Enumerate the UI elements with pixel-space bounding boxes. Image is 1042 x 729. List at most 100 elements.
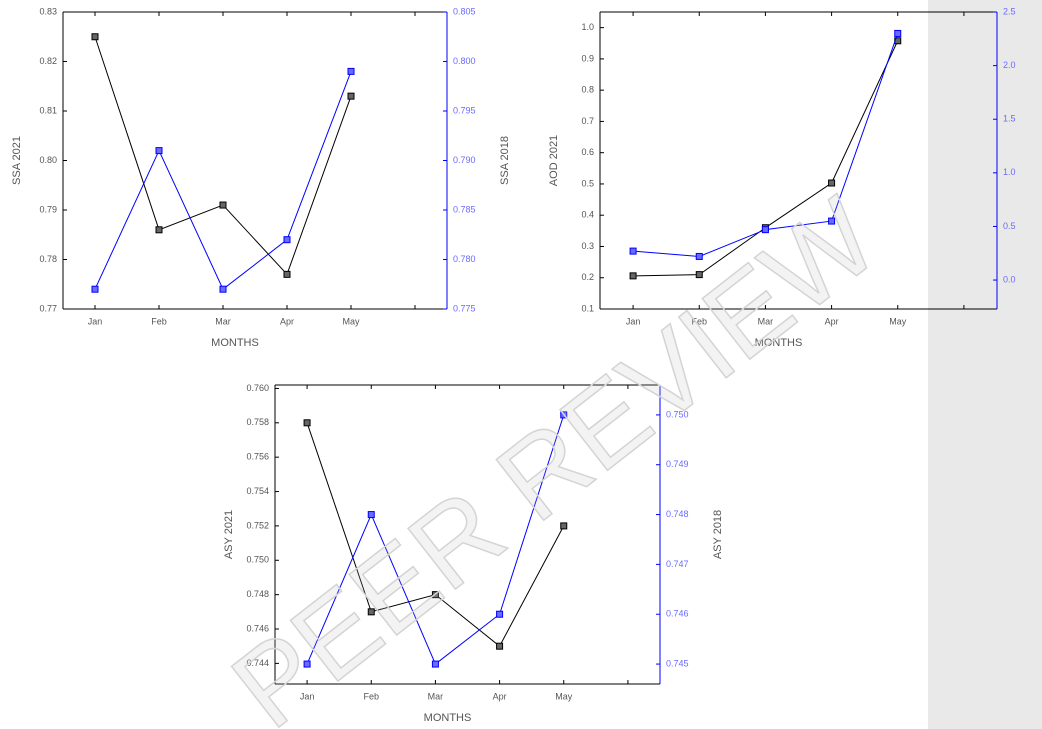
y-tick-label: 0.754 <box>246 486 269 496</box>
marker <box>283 270 291 278</box>
y-tick-label: 0.752 <box>246 520 269 530</box>
y-tick-label: 0.4 <box>581 210 594 220</box>
marker <box>894 29 902 37</box>
y2-tick-label: 0.748 <box>666 509 689 519</box>
watermark: PEER REVIEW <box>210 174 900 729</box>
marker <box>91 285 99 293</box>
y-tick-label: 0.5 <box>581 178 594 188</box>
x-axis-title: MONTHS <box>424 712 472 724</box>
y-tick-label: 0.9 <box>581 53 594 63</box>
y2-axis-title: ASY 2018 <box>712 510 724 559</box>
sidebar <box>928 0 1042 729</box>
marker <box>367 608 375 616</box>
marker <box>347 92 355 100</box>
y-tick-label: 0.6 <box>581 147 594 157</box>
y-tick-label: 0.8 <box>581 85 594 95</box>
x-tick-label: Jan <box>88 316 103 326</box>
marker <box>283 236 291 244</box>
y2-tick-label: 0.785 <box>453 204 476 214</box>
marker <box>629 247 637 255</box>
y-tick-label: 0.1 <box>581 303 594 313</box>
y2-tick-label: 0.775 <box>453 303 476 313</box>
y-tick-label: 0.2 <box>581 272 594 282</box>
y-tick-label: 0.83 <box>39 6 57 16</box>
y-tick-label: 0.3 <box>581 241 594 251</box>
x-tick-label: May <box>342 316 360 326</box>
y-axis-title: AOD 2021 <box>548 135 560 186</box>
x-tick-label: Apr <box>825 316 839 326</box>
y-tick-label: 0.760 <box>246 383 269 393</box>
y-tick-label: 0.750 <box>246 555 269 565</box>
marker <box>91 33 99 41</box>
marker <box>431 660 439 668</box>
y-tick-label: 0.756 <box>246 452 269 462</box>
y-tick-label: 0.81 <box>39 105 57 115</box>
series-line <box>94 36 352 276</box>
x-tick-label: May <box>555 691 573 701</box>
x-tick-label: Mar <box>428 691 444 701</box>
marker <box>219 285 227 293</box>
marker <box>155 226 163 234</box>
y-tick-label: 1.0 <box>581 22 594 32</box>
y2-tick-label: 0.745 <box>666 658 689 668</box>
marker <box>347 67 355 75</box>
marker <box>560 522 568 530</box>
marker <box>303 660 311 668</box>
y2-tick-label: 0.0 <box>1003 274 1016 284</box>
x-tick-label: Apr <box>280 316 294 326</box>
y-tick-label: 0.82 <box>39 56 57 66</box>
y-axis-title: ASY 2021 <box>223 510 235 559</box>
y2-tick-label: 0.5 <box>1003 221 1016 231</box>
marker <box>155 147 163 155</box>
y-tick-label: 0.7 <box>581 116 594 126</box>
y2-tick-label: 0.805 <box>453 6 476 16</box>
y2-tick-label: 0.780 <box>453 254 476 264</box>
x-tick-label: Apr <box>493 691 507 701</box>
marker <box>629 272 637 280</box>
y2-tick-label: 0.795 <box>453 105 476 115</box>
marker <box>560 411 568 419</box>
y2-tick-label: 0.747 <box>666 559 689 569</box>
y2-axis-title: SSA 2018 <box>499 136 511 185</box>
marker <box>431 591 439 599</box>
x-axis-title: MONTHS <box>211 337 259 349</box>
x-tick-label: Feb <box>691 316 707 326</box>
y-tick-label: 0.746 <box>246 623 269 633</box>
y-tick-label: 0.80 <box>39 155 57 165</box>
y2-tick-label: 0.750 <box>666 409 689 419</box>
marker <box>367 511 375 519</box>
charts: 0.77 0.78 0.79 0.80 0.81 0.82 0.83 0.775 0.780 0.… <box>11 6 1016 724</box>
marker <box>219 201 227 209</box>
marker <box>303 419 311 427</box>
y-tick-label: 0.77 <box>39 303 57 313</box>
x-tick-label: Feb <box>151 316 167 326</box>
y-axis-title: SSA 2021 <box>11 136 23 185</box>
y2-tick-label: 0.749 <box>666 459 689 469</box>
y-tick-label: 0.758 <box>246 417 269 427</box>
y2-tick-label: 2.0 <box>1003 60 1016 70</box>
x-axis-title: MONTHS <box>755 337 803 349</box>
y-tick-label: 0.79 <box>39 204 57 214</box>
x-tick-label: Mar <box>758 316 774 326</box>
marker <box>828 217 836 225</box>
y2-tick-label: 2.5 <box>1003 6 1016 16</box>
x-tick-label: Mar <box>215 316 231 326</box>
x-tick-label: Feb <box>363 691 379 701</box>
y2-tick-label: 0.746 <box>666 609 689 619</box>
marker <box>695 252 703 260</box>
y-tick-label: 0.748 <box>246 589 269 599</box>
marker <box>695 271 703 279</box>
marker <box>496 610 504 618</box>
y2-tick-label: 1.0 <box>1003 167 1016 177</box>
y2-tick-label: 0.790 <box>453 155 476 165</box>
marker <box>496 642 504 650</box>
y2-tick-label: 1.5 <box>1003 114 1016 124</box>
y-tick-label: 0.78 <box>39 254 57 264</box>
x-tick-label: May <box>889 316 907 326</box>
series-line <box>94 71 352 290</box>
x-tick-label: Jan <box>300 691 315 701</box>
marker <box>761 226 769 234</box>
y2-tick-label: 0.800 <box>453 56 476 66</box>
